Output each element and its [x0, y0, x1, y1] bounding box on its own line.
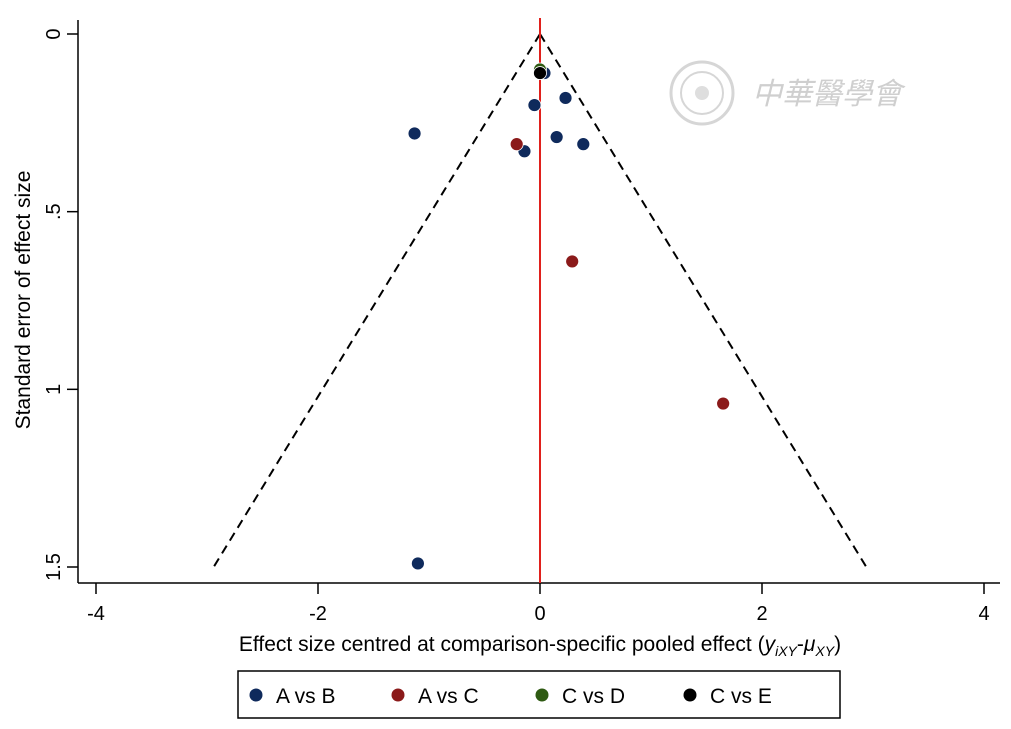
data-points: [407, 62, 731, 571]
x-ticks: -4 -2 0 2 4: [87, 583, 990, 625]
y-ticks: 0 .5 1 1.5: [43, 28, 78, 581]
legend-label: A vs B: [276, 685, 336, 708]
data-point: [576, 137, 591, 152]
legend: A vs B A vs C C vs D C vs E: [249, 685, 772, 708]
data-point: [509, 137, 524, 152]
legend-marker: [249, 688, 263, 702]
x-tick-label: 4: [978, 603, 989, 625]
legend-marker: [391, 688, 405, 702]
data-point: [558, 91, 573, 105]
x-axis-title: Effect size centred at comparison-specif…: [239, 633, 841, 659]
x-tick-label: -2: [309, 603, 327, 625]
x-tick-label: 0: [534, 603, 545, 625]
y-tick-label: .5: [43, 203, 65, 220]
data-point: [716, 396, 731, 411]
data-point: [549, 130, 564, 144]
data-point: [527, 98, 542, 112]
watermark-text: 中華醫學會: [752, 77, 906, 112]
x-tick-label: -4: [87, 603, 105, 625]
legend-label: C vs E: [710, 685, 772, 708]
funnel-left-line: [212, 33, 541, 568]
legend-marker: [683, 688, 697, 702]
legend-label: C vs D: [562, 685, 625, 708]
y-tick-label: 1: [43, 384, 65, 395]
y-tick-label: 1.5: [43, 553, 65, 581]
y-axis-title: Standard error of effect size: [12, 171, 35, 430]
legend-label: A vs C: [418, 685, 479, 708]
watermark: 中華醫學會: [669, 60, 906, 126]
data-point: [533, 66, 547, 80]
data-point: [407, 126, 422, 141]
seal-emblem-icon: [669, 60, 735, 126]
data-point: [565, 254, 580, 269]
x-tick-label: 2: [756, 603, 767, 625]
data-point: [410, 556, 425, 571]
y-tick-label: 0: [43, 28, 65, 39]
legend-marker: [535, 688, 549, 702]
